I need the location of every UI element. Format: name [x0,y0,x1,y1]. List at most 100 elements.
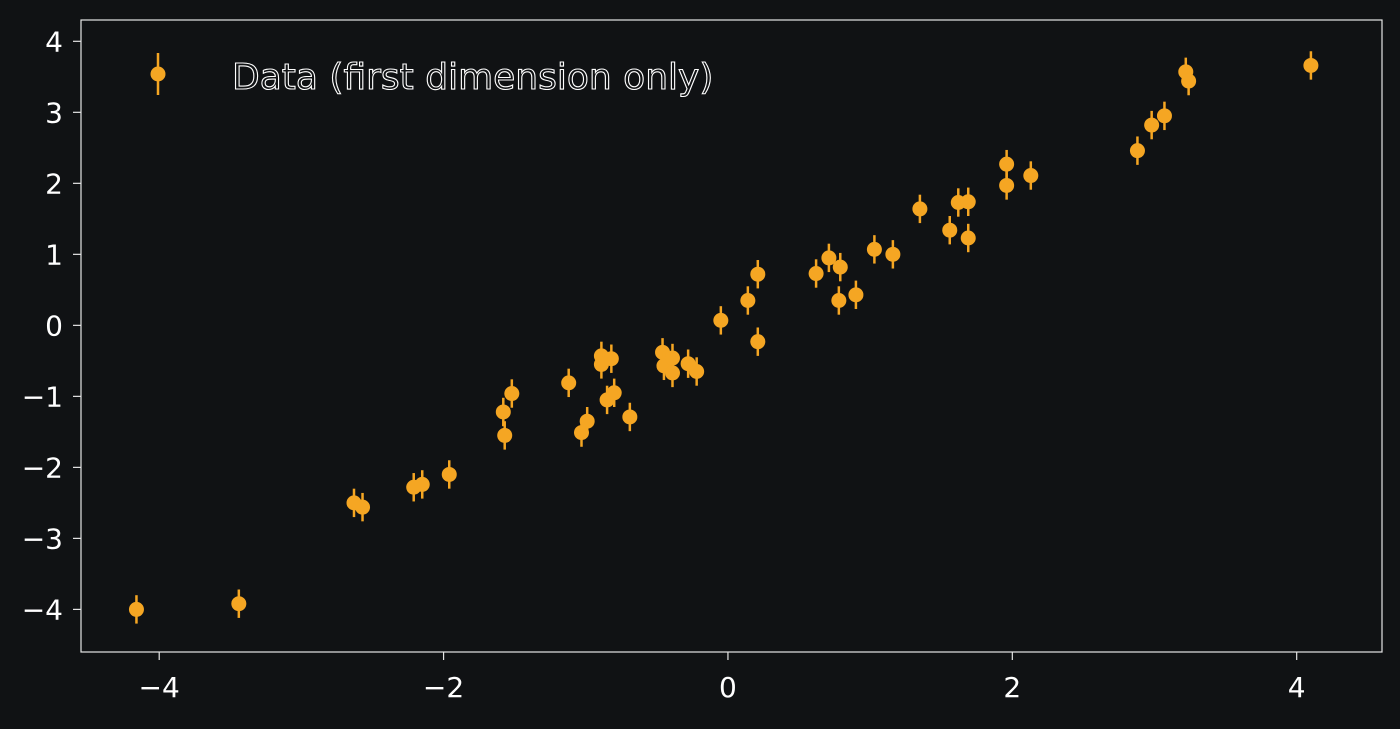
data-point [942,215,958,245]
data-point [495,397,511,427]
data-point [579,407,595,436]
data-point [750,327,766,356]
data-marker [128,601,144,617]
data-marker [622,409,638,425]
data-marker [912,201,928,217]
data-point [497,421,513,450]
legend-label: Data (first dimension only) [232,57,713,98]
y-axis: −4 −3 −2 −1 0 1 2 3 4 [22,25,81,626]
data-marker [942,222,958,238]
data-point [664,358,680,388]
data-marker [1129,143,1145,159]
data-point [1156,101,1172,131]
data-marker [606,385,622,401]
data-marker [231,596,247,612]
data-marker [689,364,705,380]
data-marker [664,350,680,366]
axes-frame [80,19,1383,653]
data-point [831,286,847,315]
legend: Data (first dimension only) [150,53,714,99]
data-point [1144,110,1160,140]
y-tick-label: −3 [22,522,63,555]
legend-marker [150,66,166,82]
data-point [606,378,622,408]
data-point [622,402,638,432]
y-tick-label: 4 [45,25,63,58]
data-marker [579,413,595,429]
data-marker [561,375,577,391]
x-tick-label: −2 [423,671,464,704]
data-marker [1023,168,1039,184]
data-point [848,280,864,310]
data-marker [831,292,847,308]
data-marker [603,351,619,367]
data-marker [495,404,511,420]
data-marker [497,427,513,443]
data-marker [960,230,976,246]
y-tick-label: −4 [22,593,63,626]
data-point [504,379,520,408]
data-marker [355,499,371,515]
data-marker [999,156,1015,172]
data-point [821,243,837,273]
data-point [355,492,371,522]
data-point [750,260,766,289]
data-point [1181,66,1197,96]
x-axis: −4 −2 0 2 4 [139,652,1306,704]
x-tick-label: 0 [719,671,737,704]
data-point [960,223,976,253]
data-point [866,235,882,264]
data-point [713,306,729,335]
data-point [1303,51,1319,80]
data-point [603,344,619,373]
data-marker [885,246,901,262]
data-marker [1144,117,1160,133]
data-point [231,589,247,618]
data-point [561,368,577,398]
y-tick-label: 2 [45,167,63,200]
data-marker [832,259,848,275]
data-point [1023,161,1039,190]
y-tick-label: 1 [45,238,63,271]
data-point [414,470,430,499]
data-point [689,357,705,386]
y-tick-label: 0 [45,309,63,342]
data-marker [848,287,864,303]
data-point [441,460,457,489]
data-point [832,252,848,282]
data-point [999,171,1015,200]
plot-frame [80,19,1383,653]
data-marker [504,386,520,402]
data-marker [821,250,837,266]
data-point [885,240,901,269]
y-tick-label: −2 [22,451,63,484]
y-tick-label: 3 [45,96,63,129]
data-marker [573,425,589,441]
data-marker [1181,73,1197,89]
data-point [912,194,928,224]
data-series [128,51,1319,624]
x-tick-label: 4 [1288,671,1306,704]
data-point [808,259,824,288]
data-marker [999,177,1015,193]
data-marker [1156,108,1172,124]
data-point [740,286,756,315]
data-marker [664,365,680,381]
y-tick-label: −1 [22,380,63,413]
data-marker [866,241,882,257]
data-marker [414,476,430,492]
x-tick-label: −4 [139,671,180,704]
x-tick-label: 2 [1003,671,1021,704]
data-marker [808,266,824,282]
data-marker [713,312,729,328]
data-point [128,595,144,624]
data-marker [1303,57,1319,73]
data-marker [740,292,756,308]
data-marker [750,266,766,282]
data-marker [750,334,766,350]
data-marker [441,466,457,482]
data-point [1129,136,1145,165]
data-marker [960,194,976,210]
data-point [960,187,976,216]
